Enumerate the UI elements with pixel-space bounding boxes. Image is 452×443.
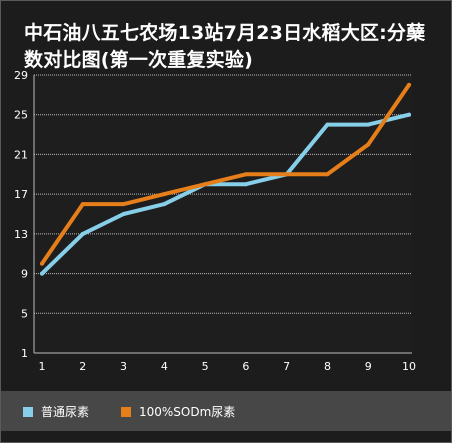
series-1-point bbox=[162, 202, 167, 207]
chart-title: 中石油八五七农场13站7月23日水稻大区:分蘖数对比图(第一次重复实验) bbox=[24, 22, 426, 71]
series-2-point bbox=[325, 172, 330, 177]
series-2-point bbox=[243, 172, 248, 177]
series-1-point bbox=[80, 231, 85, 236]
x-tick-label: 2 bbox=[79, 360, 86, 373]
x-tick-label: 8 bbox=[324, 360, 331, 373]
legend-label-2: 100%SODm尿素 bbox=[139, 405, 236, 419]
series-lines bbox=[40, 82, 411, 276]
x-tick-label: 3 bbox=[120, 360, 127, 373]
series-2-point bbox=[162, 192, 167, 197]
series-2-point bbox=[121, 202, 126, 207]
series-2-point bbox=[407, 82, 411, 87]
series-1-point bbox=[366, 122, 371, 127]
x-tick-labels: 1 2 3 4 5 6 7 8 9 10 bbox=[39, 360, 417, 373]
legend: 普通尿素 100%SODm尿素 bbox=[1, 391, 451, 431]
y-tick-label: 17 bbox=[14, 188, 28, 201]
series-2-point bbox=[203, 182, 208, 187]
legend-label-1: 普通尿素 bbox=[41, 405, 90, 419]
x-tick-label: 9 bbox=[365, 360, 372, 373]
legend-swatch-2 bbox=[121, 406, 131, 417]
plot-area bbox=[34, 75, 412, 353]
y-tick-label: 5 bbox=[21, 307, 28, 320]
series-2-point bbox=[284, 172, 289, 177]
axes bbox=[33, 75, 412, 354]
y-tick-label: 9 bbox=[21, 268, 28, 281]
series-1-point bbox=[40, 271, 44, 276]
x-tick-label: 4 bbox=[161, 360, 168, 373]
x-tick-label: 5 bbox=[202, 360, 209, 373]
legend-item-series-1[interactable]: 普通尿素 bbox=[23, 403, 89, 420]
y-tick-label: 13 bbox=[14, 228, 28, 241]
series-2-point bbox=[40, 261, 44, 266]
y-tick-label: 21 bbox=[14, 148, 28, 161]
x-tick-label: 10 bbox=[402, 360, 416, 373]
grid-lines bbox=[34, 74, 411, 314]
y-tick-labels: 1 5 9 13 17 21 25 29 bbox=[14, 69, 28, 360]
series-1-point bbox=[325, 122, 330, 127]
y-tick-label: 29 bbox=[14, 69, 28, 82]
series-line-1 bbox=[40, 112, 411, 276]
series-1-point bbox=[243, 182, 248, 187]
y-tick-label: 25 bbox=[14, 109, 28, 122]
x-tick-label: 1 bbox=[39, 360, 46, 373]
series-1-point bbox=[407, 112, 411, 117]
x-tick-label: 7 bbox=[283, 360, 290, 373]
legend-item-series-2[interactable]: 100%SODm尿素 bbox=[121, 403, 235, 420]
series-line-2 bbox=[40, 82, 411, 266]
series-2-point bbox=[80, 202, 85, 207]
series-2-point bbox=[366, 142, 371, 147]
legend-swatch-1 bbox=[23, 406, 33, 417]
series-1-point bbox=[121, 212, 126, 216]
x-tick-label: 6 bbox=[242, 360, 249, 373]
y-tick-label: 1 bbox=[21, 347, 28, 360]
